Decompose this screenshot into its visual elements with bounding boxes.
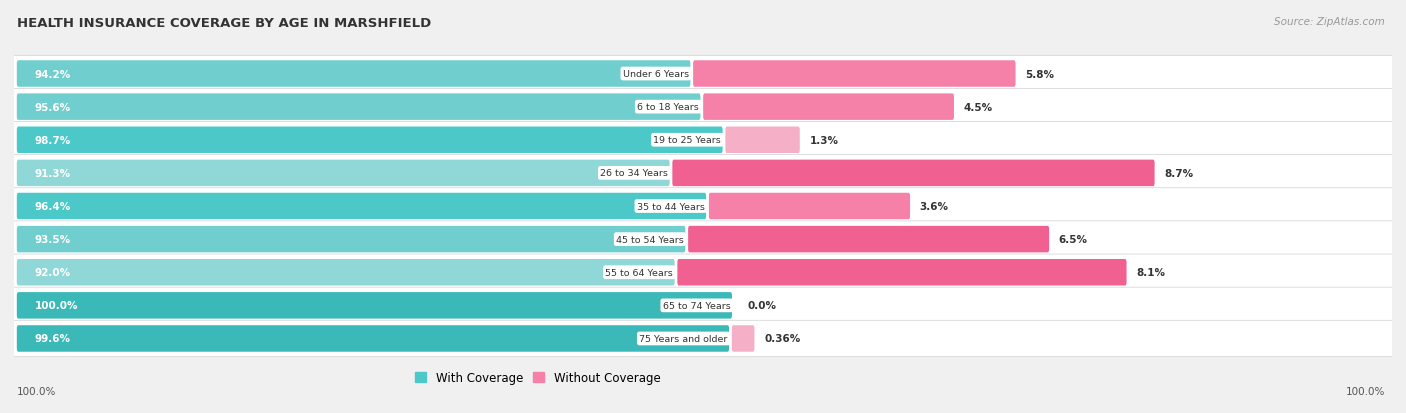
FancyBboxPatch shape xyxy=(13,287,1393,324)
Text: Under 6 Years: Under 6 Years xyxy=(623,70,689,79)
Text: 6.5%: 6.5% xyxy=(1059,235,1088,244)
FancyBboxPatch shape xyxy=(678,259,1126,286)
Text: 96.4%: 96.4% xyxy=(35,202,70,211)
Text: 100.0%: 100.0% xyxy=(35,301,79,311)
FancyBboxPatch shape xyxy=(17,61,690,88)
FancyBboxPatch shape xyxy=(13,56,1393,93)
FancyBboxPatch shape xyxy=(13,122,1393,159)
Text: 95.6%: 95.6% xyxy=(35,102,70,112)
Text: 3.6%: 3.6% xyxy=(920,202,949,211)
Text: 26 to 34 Years: 26 to 34 Years xyxy=(600,169,668,178)
FancyBboxPatch shape xyxy=(693,61,1015,88)
FancyBboxPatch shape xyxy=(703,94,953,121)
Text: 1.3%: 1.3% xyxy=(810,135,838,145)
Text: 98.7%: 98.7% xyxy=(35,135,70,145)
Legend: With Coverage, Without Coverage: With Coverage, Without Coverage xyxy=(411,367,665,389)
FancyBboxPatch shape xyxy=(17,160,669,187)
FancyBboxPatch shape xyxy=(13,320,1393,357)
FancyBboxPatch shape xyxy=(725,127,800,154)
FancyBboxPatch shape xyxy=(688,226,1049,253)
FancyBboxPatch shape xyxy=(17,94,700,121)
Text: 6 to 18 Years: 6 to 18 Years xyxy=(637,103,699,112)
FancyBboxPatch shape xyxy=(13,188,1393,225)
FancyBboxPatch shape xyxy=(17,127,723,154)
Text: 4.5%: 4.5% xyxy=(963,102,993,112)
FancyBboxPatch shape xyxy=(17,292,733,319)
FancyBboxPatch shape xyxy=(13,221,1393,258)
Text: 94.2%: 94.2% xyxy=(35,69,70,79)
FancyBboxPatch shape xyxy=(672,160,1154,187)
FancyBboxPatch shape xyxy=(13,254,1393,291)
FancyBboxPatch shape xyxy=(17,226,685,253)
Text: 0.0%: 0.0% xyxy=(747,301,776,311)
Text: 93.5%: 93.5% xyxy=(35,235,70,244)
Text: 75 Years and older: 75 Years and older xyxy=(640,334,728,343)
Text: 45 to 54 Years: 45 to 54 Years xyxy=(616,235,683,244)
Text: 100.0%: 100.0% xyxy=(1346,387,1385,396)
FancyBboxPatch shape xyxy=(709,193,910,220)
Text: 0.36%: 0.36% xyxy=(763,334,800,344)
Text: 65 to 74 Years: 65 to 74 Years xyxy=(662,301,731,310)
Text: 5.8%: 5.8% xyxy=(1025,69,1054,79)
Text: 35 to 44 Years: 35 to 44 Years xyxy=(637,202,704,211)
FancyBboxPatch shape xyxy=(13,155,1393,192)
FancyBboxPatch shape xyxy=(17,325,730,352)
Text: HEALTH INSURANCE COVERAGE BY AGE IN MARSHFIELD: HEALTH INSURANCE COVERAGE BY AGE IN MARS… xyxy=(17,17,432,29)
Text: 8.1%: 8.1% xyxy=(1136,268,1166,278)
FancyBboxPatch shape xyxy=(13,89,1393,126)
FancyBboxPatch shape xyxy=(17,193,706,220)
Text: 8.7%: 8.7% xyxy=(1164,169,1194,178)
FancyBboxPatch shape xyxy=(17,259,675,286)
Text: 55 to 64 Years: 55 to 64 Years xyxy=(606,268,673,277)
Text: 100.0%: 100.0% xyxy=(17,387,56,396)
Text: 91.3%: 91.3% xyxy=(35,169,70,178)
Text: Source: ZipAtlas.com: Source: ZipAtlas.com xyxy=(1274,17,1385,26)
FancyBboxPatch shape xyxy=(733,325,755,352)
Text: 99.6%: 99.6% xyxy=(35,334,70,344)
Text: 92.0%: 92.0% xyxy=(35,268,70,278)
Text: 19 to 25 Years: 19 to 25 Years xyxy=(654,136,721,145)
